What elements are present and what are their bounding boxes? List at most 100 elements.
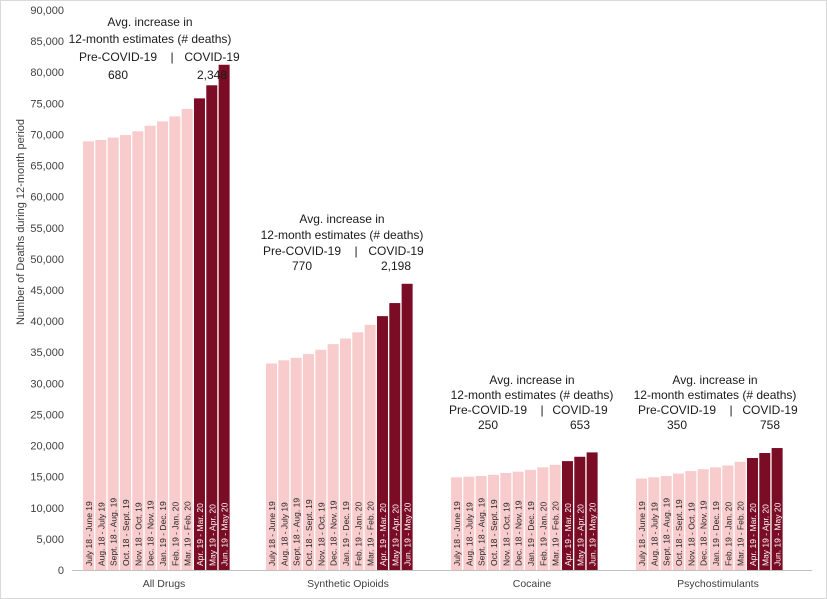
bar: [586, 452, 598, 570]
annotation-title-line2: 12-month estimates (# deaths): [261, 228, 424, 242]
bar-period-label: Mar. 19 - Feb. 20: [183, 501, 193, 566]
bar: [278, 360, 290, 570]
bar: [218, 64, 230, 570]
y-tick-label: 65,000: [30, 161, 64, 173]
bar: [119, 135, 131, 570]
bar-period-label: Jun. 19 - May 20: [773, 502, 783, 566]
bar-period-label: Oct. 18 - Sept. 19: [121, 499, 131, 566]
bar-period-label: Jun. 19 - May 20: [403, 502, 413, 566]
y-tick-label: 25,000: [30, 409, 64, 421]
bar: [561, 461, 573, 570]
bar-period-label: Nov. 18 - Oct. 19: [686, 502, 696, 566]
bar-period-label: Feb. 19 - Jan. 20: [170, 501, 180, 566]
bar-period-label: Apr. 19 - Mar. 20: [748, 503, 758, 566]
bar-period-label: Feb. 19 - Jan. 20: [353, 501, 363, 566]
annotation-title-line1: Avg. increase in: [489, 373, 574, 387]
bar: [463, 476, 475, 570]
bar: [364, 324, 376, 570]
annotation-pre-covid-label: Pre-COVID-19: [79, 50, 157, 64]
y-tick-label: 15,000: [30, 472, 64, 484]
x-category-label: Cocaine: [513, 578, 552, 590]
y-tick-label: 90,000: [30, 5, 64, 17]
annotation-covid-label: COVID-19: [552, 403, 608, 417]
annotation-separator: |: [170, 50, 173, 64]
bar-period-label: Jun. 19 - May 20: [220, 502, 230, 566]
bar-period-label: Apr. 19 - Mar. 20: [195, 503, 205, 566]
y-tick-label: 5,000: [36, 534, 64, 546]
bar-period-label: Nov. 18 - Oct. 19: [316, 502, 326, 566]
annotation-pre-covid-label: Pre-COVID-19: [638, 403, 716, 417]
bar-period-label: Aug. 18 - July 19: [464, 502, 474, 566]
bar-period-label: Oct. 18 - Sept. 19: [674, 499, 684, 566]
bar-period-label: Mar. 19 - Feb. 20: [551, 501, 561, 566]
y-tick-label: 40,000: [30, 316, 64, 328]
bar: [709, 467, 721, 570]
bar: [648, 477, 660, 570]
bar: [83, 141, 94, 571]
bar: [107, 137, 119, 570]
bar: [156, 121, 168, 570]
bar-period-label: July 18 - June 19: [267, 501, 277, 566]
bar-period-label: May 19 - Apr. 20: [390, 504, 400, 566]
annotation-pre-covid-value: 770: [292, 259, 312, 273]
bar-period-label: Sept. 18 - Aug. 19: [477, 498, 487, 566]
bar: [697, 469, 709, 570]
y-tick-label: 70,000: [30, 129, 64, 141]
bar: [722, 465, 734, 570]
annotation-title-line2: 12-month estimates (# deaths): [69, 32, 232, 46]
bar: [537, 467, 549, 570]
annotation-covid-value: 653: [570, 418, 590, 432]
bar: [746, 458, 758, 570]
y-tick-label: 35,000: [30, 347, 64, 359]
bar-period-label: Mar. 19 - Feb. 20: [366, 501, 376, 566]
bar: [524, 469, 536, 570]
bar: [169, 116, 181, 571]
bar: [685, 471, 697, 570]
bar-period-label: Oct. 18 - Sept. 19: [304, 499, 314, 566]
bar: [132, 131, 144, 570]
annotation-title-line1: Avg. increase in: [299, 212, 384, 226]
annotation-covid-value: 2,348: [197, 68, 227, 82]
annotation-title-line2: 12-month estimates (# deaths): [451, 388, 614, 402]
y-tick-label: 0: [58, 565, 64, 577]
bar: [302, 354, 314, 570]
annotation-pre-covid-value: 350: [667, 418, 687, 432]
bar-period-label: May 19 - Apr. 20: [575, 504, 585, 566]
bar-period-label: July 18 - June 19: [637, 501, 647, 566]
bar-period-label: Jan. 19 - Dec. 19: [158, 501, 168, 566]
x-category-label: Synthetic Opioids: [307, 578, 389, 590]
bar: [512, 471, 524, 570]
x-category-label: Psychostimulants: [677, 578, 759, 590]
bar: [401, 283, 413, 570]
bar: [315, 349, 327, 570]
bar: [389, 303, 401, 570]
bar-period-label: Jan. 19 - Dec. 19: [711, 501, 721, 566]
y-tick-label: 50,000: [30, 254, 64, 266]
y-tick-label: 85,000: [30, 36, 64, 48]
bar: [636, 478, 647, 570]
bar-period-label: Dec. 18 - Nov. 19: [699, 500, 709, 566]
bar-period-label: Dec. 18 - Nov. 19: [146, 500, 156, 566]
bar-period-label: Jan. 19 - Dec. 19: [526, 501, 536, 566]
annotation-covid-label: COVID-19: [742, 403, 798, 417]
annotation-covid-value: 758: [760, 418, 780, 432]
annotation-pre-covid-value: 680: [108, 68, 128, 82]
bar-period-label: Apr. 19 - Mar. 20: [563, 503, 573, 566]
bar-period-label: May 19 - Apr. 20: [207, 504, 217, 566]
bar: [266, 363, 277, 570]
annotation-covid-value: 2,198: [381, 259, 411, 273]
y-tick-label: 60,000: [30, 192, 64, 204]
annotation-covid-label: COVID-19: [368, 244, 424, 258]
bar-period-label: Sept. 18 - Aug. 19: [292, 498, 302, 566]
bar-period-label: July 18 - June 19: [84, 501, 94, 566]
bar: [290, 357, 302, 570]
annotation-title-line1: Avg. increase in: [107, 15, 192, 29]
bar: [451, 477, 462, 570]
annotation-pre-covid-label: Pre-COVID-19: [263, 244, 341, 258]
bar: [734, 461, 746, 570]
y-tick-label: 75,000: [30, 98, 64, 110]
bar-period-label: Aug. 18 - July 19: [649, 502, 659, 566]
bar: [95, 140, 107, 571]
bar-period-label: Nov. 18 - Oct. 19: [501, 502, 511, 566]
